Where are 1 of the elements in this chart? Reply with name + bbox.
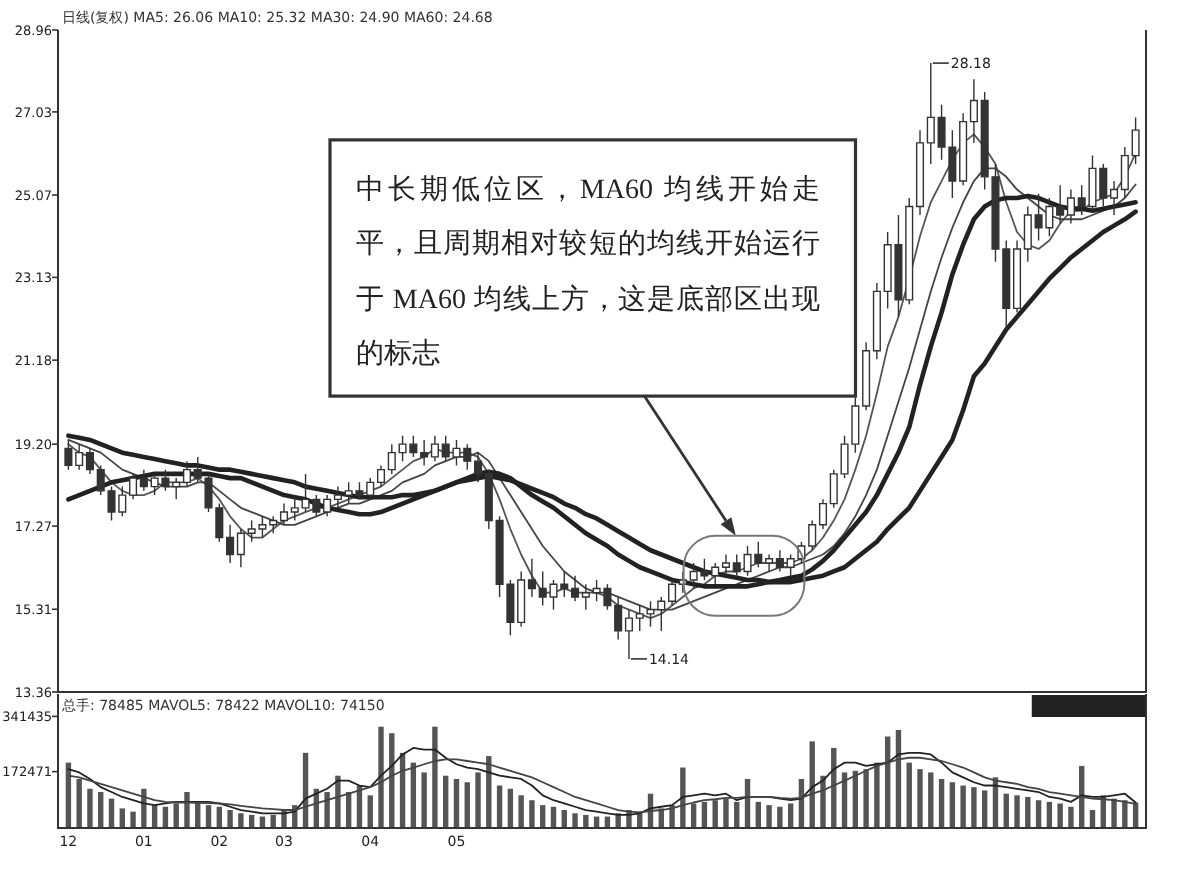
annotation: 中长期低位区，MA60 均线开始走平，且周期相对较短的均线开始运行于 MA60 均线上方，这是底部区出现的标志 — [356, 173, 820, 375]
